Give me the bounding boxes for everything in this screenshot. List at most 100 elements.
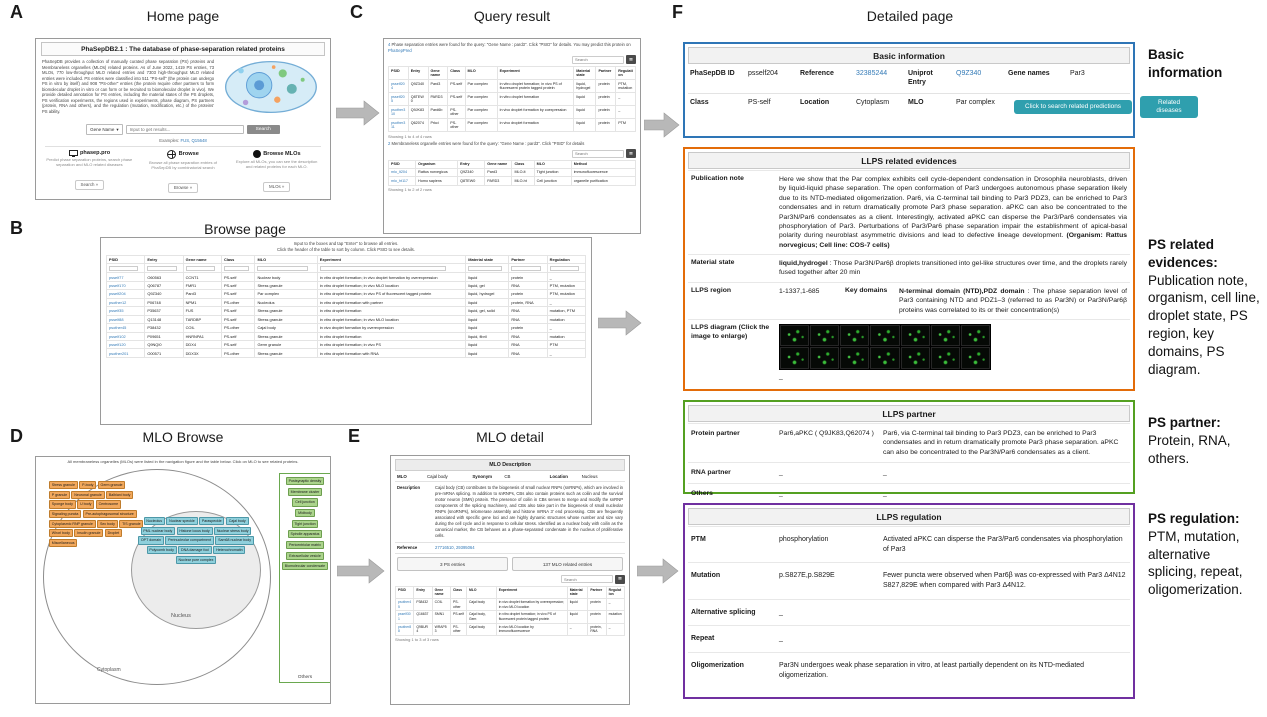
mlo-chip[interactable]: TIS granule bbox=[119, 519, 144, 528]
column-header[interactable]: Partner bbox=[508, 255, 548, 265]
psid-link[interactable]: psother12 bbox=[105, 297, 146, 308]
column-header[interactable]: Material state bbox=[573, 66, 597, 81]
column-filter-input[interactable] bbox=[511, 266, 541, 272]
reference-links[interactable]: 27716510, 29395064 bbox=[435, 545, 475, 551]
psid-link[interactable]: psother311 bbox=[388, 118, 409, 133]
column-header[interactable]: Class bbox=[511, 160, 535, 170]
mlo-chip[interactable]: Extracellular vesicle bbox=[286, 551, 324, 560]
column-header[interactable]: Partner bbox=[587, 585, 607, 600]
column-header[interactable]: MLO bbox=[533, 160, 572, 170]
ps-entries-button[interactable]: 3 PS entries bbox=[397, 557, 508, 572]
column-filter-input[interactable] bbox=[223, 266, 250, 272]
mlo-chip[interactable]: Neuronal granule bbox=[71, 490, 105, 499]
column-header[interactable]: Entry bbox=[413, 585, 433, 600]
column-header[interactable]: MLO bbox=[464, 66, 498, 81]
psid-link[interactable]: psself204 bbox=[105, 289, 146, 299]
mlo-related-entries-button[interactable]: 137 MLO related entries bbox=[512, 557, 623, 572]
column-header[interactable]: Regulation bbox=[605, 585, 626, 600]
column-header[interactable]: PSID bbox=[388, 66, 409, 81]
column-header[interactable]: Regulation bbox=[615, 66, 636, 81]
mlo-chip[interactable]: Nuclear stress body bbox=[214, 526, 252, 535]
psid-link[interactable]: mlo_lt204 bbox=[387, 168, 417, 178]
mlo-chip[interactable]: Nuclear pore complex bbox=[175, 555, 217, 564]
column-header[interactable]: Class bbox=[220, 255, 256, 265]
mlo-chip[interactable]: Polycomb body bbox=[146, 546, 177, 555]
psid-link[interactable]: psself35 bbox=[105, 306, 146, 316]
column-header[interactable]: Partner bbox=[595, 66, 617, 81]
columns-toggle-button[interactable]: ≣ bbox=[615, 574, 625, 584]
mlo-chip[interactable]: OPT domain bbox=[138, 536, 164, 545]
mlo-chip[interactable]: Sec body bbox=[97, 519, 118, 528]
psid-link[interactable]: psother201 bbox=[105, 348, 146, 358]
mlo-chip[interactable]: DNA damage foci bbox=[178, 546, 212, 555]
psid-link[interactable]: psself205 bbox=[388, 92, 409, 107]
psid-link[interactable]: mlo_ht117 bbox=[387, 176, 417, 186]
example-query-links[interactable]: FUS, Q15648 bbox=[180, 137, 207, 143]
column-header[interactable]: Gene name bbox=[431, 585, 451, 600]
table-search-input[interactable] bbox=[572, 149, 624, 158]
search-input[interactable] bbox=[125, 125, 244, 134]
column-header[interactable]: Entry bbox=[144, 255, 184, 265]
column-filter-input[interactable] bbox=[147, 266, 177, 272]
column-header[interactable]: PSID bbox=[105, 255, 146, 265]
column-header[interactable]: Organism bbox=[415, 160, 459, 170]
mlo-chip[interactable]: Stress granule bbox=[49, 481, 78, 490]
mlo-chip[interactable]: P-body bbox=[79, 481, 97, 490]
llps-diagram-image[interactable] bbox=[779, 323, 991, 370]
uniprot-link[interactable]: Q9Z340 bbox=[956, 70, 982, 77]
search-predictions-button[interactable]: Click to search related predictions bbox=[1014, 99, 1132, 114]
mlo-chip[interactable]: Perinucleolar compartment bbox=[165, 536, 214, 545]
mlo-chip[interactable]: Pericentriolar matrix bbox=[286, 540, 324, 550]
mlo-chip[interactable]: Membrane cluster bbox=[287, 487, 323, 496]
mlo-chip[interactable]: Histone locus body bbox=[176, 526, 213, 535]
columns-toggle-button[interactable]: ≣ bbox=[626, 149, 636, 159]
column-header[interactable]: MLO bbox=[254, 255, 318, 265]
mlo-chip[interactable]: Germ granule bbox=[97, 481, 126, 490]
mlo-chip[interactable]: Heterochromatin bbox=[213, 546, 246, 555]
column-header[interactable]: Class bbox=[449, 585, 467, 600]
column-header[interactable]: Method bbox=[570, 160, 637, 170]
card-browse-button[interactable]: Browse » bbox=[167, 182, 199, 193]
phaseppred-link[interactable]: PhaSepPred bbox=[388, 47, 412, 53]
psid-link[interactable]: psother88 bbox=[394, 622, 415, 636]
psid-link[interactable]: psother45 bbox=[394, 598, 415, 612]
mlo-chip[interactable]: Cytoplasmic RNP granule bbox=[49, 519, 96, 528]
psid-link[interactable]: psself170 bbox=[105, 280, 146, 291]
psid-link[interactable]: psself102 bbox=[105, 331, 146, 342]
column-header[interactable]: PSID bbox=[387, 160, 417, 170]
mlo-chip[interactable]: Midbody bbox=[295, 509, 315, 518]
columns-toggle-button[interactable]: ≣ bbox=[626, 55, 636, 65]
column-filter-input[interactable] bbox=[319, 266, 446, 272]
mlo-chip[interactable]: Sponge body bbox=[49, 500, 76, 509]
column-header[interactable]: Material state bbox=[465, 255, 510, 265]
column-header[interactable]: Experiment bbox=[496, 66, 575, 81]
mlo-chip[interactable]: Balbiani body bbox=[106, 490, 134, 499]
column-header[interactable]: Gene name bbox=[182, 255, 222, 265]
table-search-input[interactable] bbox=[561, 575, 613, 584]
column-header[interactable]: Entry bbox=[407, 66, 429, 81]
column-header[interactable]: Gene name bbox=[427, 66, 449, 81]
mlo-chip[interactable]: Miscellaneous bbox=[49, 538, 78, 548]
column-header[interactable]: Experiment bbox=[495, 585, 568, 600]
card-mlos-button[interactable]: MLOs » bbox=[262, 181, 291, 192]
column-filter-input[interactable] bbox=[109, 266, 139, 272]
column-header[interactable]: PSID bbox=[394, 585, 415, 600]
column-filter-input[interactable] bbox=[185, 266, 215, 272]
psid-link[interactable]: psself301 bbox=[394, 610, 415, 624]
column-header[interactable]: Regulation bbox=[546, 255, 587, 265]
mlo-chip[interactable]: P granule bbox=[49, 490, 70, 499]
table-search-input[interactable] bbox=[572, 55, 624, 64]
mlo-chip[interactable]: Whorl body bbox=[49, 529, 73, 538]
psid-link[interactable]: psother310 bbox=[388, 105, 409, 120]
mlo-chip[interactable]: Paraspeckle bbox=[199, 517, 225, 526]
related-diseases-button[interactable]: Related diseases bbox=[1140, 95, 1198, 118]
column-filter-input[interactable] bbox=[257, 266, 308, 272]
mlo-chip[interactable]: Insulin granule bbox=[74, 529, 104, 538]
mlo-chip[interactable]: Droplet bbox=[104, 529, 122, 538]
column-header[interactable]: Material state bbox=[566, 585, 589, 600]
card-search-button[interactable]: Search » bbox=[74, 179, 105, 190]
psid-link[interactable]: psself77 bbox=[105, 272, 146, 282]
mlo-chip[interactable]: Centrosome bbox=[95, 500, 121, 509]
mlo-chip[interactable]: Signaling puncta bbox=[49, 510, 82, 519]
mlo-chip[interactable]: Postsynaptic density bbox=[285, 477, 325, 486]
